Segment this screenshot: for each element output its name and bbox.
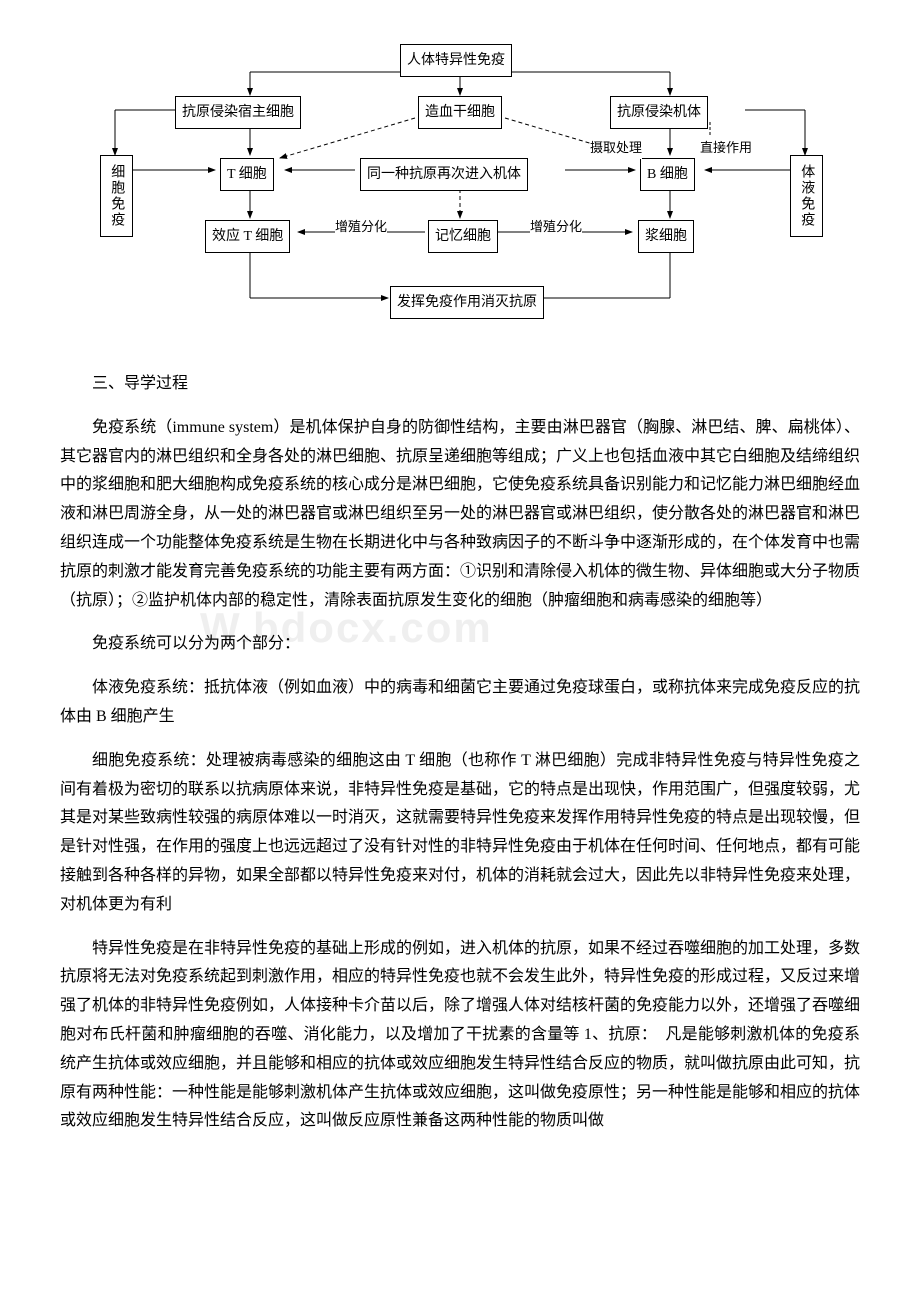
- label-intake: 摄取处理: [590, 136, 642, 159]
- node-b-cell: B 细胞: [640, 158, 695, 191]
- paragraph-3: 体液免疫系统：抵抗体液（例如血液）中的病毒和细菌它主要通过免疫球蛋白，或称抗体来…: [60, 674, 860, 732]
- label-proliferate-right: 增殖分化: [530, 215, 582, 238]
- label-direct: 直接作用: [700, 136, 752, 159]
- paragraph-2: 免疫系统可以分为两个部分：: [60, 630, 860, 659]
- node-same-antigen: 同一种抗原再次进入机体: [360, 158, 528, 191]
- section-heading: 三、导学过程: [60, 370, 860, 399]
- paragraph-4: 细胞免疫系统：处理被病毒感染的细胞这由 T 细胞（也称作 T 淋巴细胞）完成非特…: [60, 747, 860, 920]
- node-plasma-cell: 浆细胞: [638, 220, 694, 253]
- paragraph-5: 特异性免疫是在非特异性免疫的基础上形成的例如，进入机体的抗原，如果不经过吞噬细胞…: [60, 935, 860, 1137]
- label-proliferate-left: 增殖分化: [335, 215, 387, 238]
- node-stem-cell: 造血干细胞: [418, 96, 502, 129]
- node-memory-cell: 记忆细胞: [428, 220, 498, 253]
- node-antigen-host: 抗原侵染宿主细胞: [175, 96, 301, 129]
- node-title: 人体特异性免疫: [400, 44, 512, 77]
- node-cell-immunity: 细胞免疫: [100, 155, 133, 237]
- paragraph-1: 免疫系统（immune system）是机体保护自身的防御性结构，主要由淋巴器官…: [60, 414, 860, 616]
- node-eliminate-antigen: 发挥免疫作用消灭抗原: [390, 286, 544, 319]
- node-humoral-immunity: 体液免疫: [790, 155, 823, 237]
- node-t-cell: T 细胞: [220, 158, 274, 191]
- node-antigen-body: 抗原侵染机体: [610, 96, 708, 129]
- immune-system-diagram: 人体特异性免疫 抗原侵染宿主细胞 造血干细胞 抗原侵染机体 细胞免疫 体液免疫 …: [60, 40, 860, 350]
- node-effector-t: 效应 T 细胞: [205, 220, 290, 253]
